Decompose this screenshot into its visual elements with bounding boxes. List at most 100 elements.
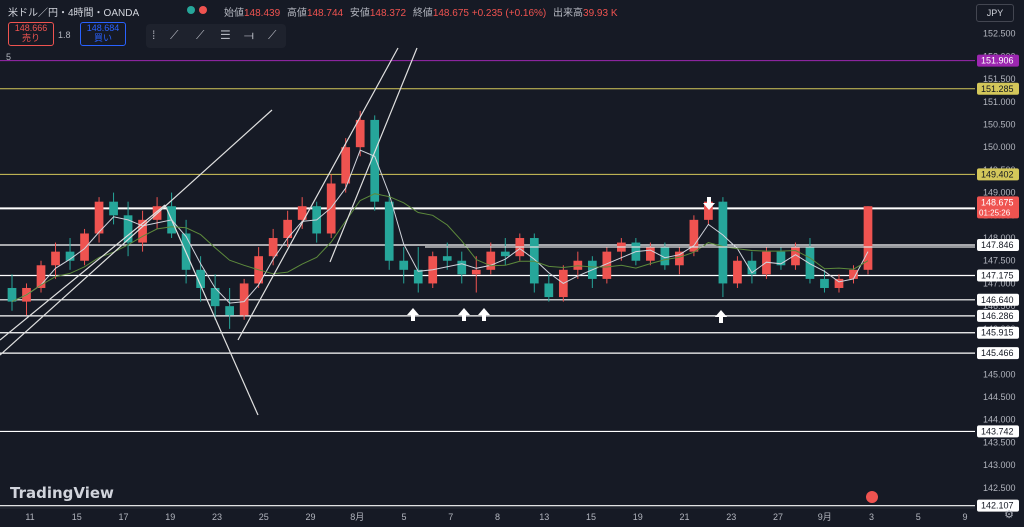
symbol-title[interactable]: 米ドル／円・4時間・OANDA [8, 8, 140, 19]
ray-icon[interactable]: ⟋ [196, 28, 205, 42]
trend-line [0, 109, 273, 356]
candle-body [486, 251, 496, 270]
ma-slow-line [11, 193, 869, 303]
x-tick-label: 8月 [350, 512, 364, 522]
currency-selector[interactable]: JPY [976, 4, 1014, 22]
x-tick-label: 19 [165, 512, 175, 522]
candle-body [123, 215, 133, 243]
open-value: 148.439 [244, 8, 281, 19]
ohlc-readout: 始値148.439 高値148.744 安値148.372 終値148.675 … [224, 8, 618, 19]
x-tick-label: 23 [212, 512, 222, 522]
x-tick-label: 13 [539, 512, 549, 522]
level-tag [977, 168, 1019, 181]
candle-body [689, 219, 699, 252]
candle-body [457, 260, 467, 275]
y-tick-label: 147.000 [983, 278, 1016, 288]
gear-icon[interactable]: ⚙ [1004, 509, 1014, 521]
level-label: 149.402 [981, 169, 1014, 179]
y-tick-label: 147.500 [983, 256, 1016, 266]
arrow-up-icon [458, 308, 470, 321]
candle-body [660, 247, 670, 266]
level-label: 146.286 [981, 311, 1014, 321]
trend-line-icon[interactable]: ⟋ [170, 28, 179, 42]
candle-body [718, 201, 728, 284]
pencil-icon[interactable]: ⟋ [268, 28, 277, 42]
candle-body [762, 251, 771, 275]
drawing-toolbar: ⁞ ⟋ ⟋ ☰ ⟞ ⟋ [146, 24, 286, 48]
y-tick-label: 151.500 [983, 74, 1016, 84]
tradingview-logo: TradingView [10, 484, 114, 502]
candle-body [370, 119, 380, 202]
trend-line [164, 204, 259, 416]
level-tag [977, 269, 1019, 282]
candle-body [776, 251, 786, 266]
x-tick-label: 15 [72, 512, 82, 522]
level-label: 147.846 [981, 240, 1014, 250]
arrow-down-icon [703, 197, 715, 210]
candle-body [442, 256, 452, 261]
candle-body [675, 251, 684, 266]
change-value: +0.235 (+0.16%) [471, 8, 547, 19]
buy-button[interactable]: 148.684 買い [80, 22, 126, 46]
candle-body [646, 247, 655, 261]
candle-body [326, 183, 336, 234]
level-label: 145.466 [981, 348, 1014, 358]
candle-body [399, 260, 409, 270]
x-tick-label: 8 [495, 512, 500, 522]
candle-body [297, 206, 307, 220]
volume-value: 39.93 K [583, 8, 618, 19]
spread-value: 1.8 [58, 30, 71, 40]
chart-header: 米ドル／円・4時間・OANDA 始値148.439 高値148.744 安値14… [0, 0, 1024, 20]
current-price-tag [977, 196, 1019, 219]
event-flag-icon [866, 491, 878, 503]
candle-body [7, 287, 17, 302]
x-tick-label: 17 [118, 512, 128, 522]
level-label: 151.906 [981, 56, 1014, 66]
candle-body [51, 251, 60, 266]
countdown-label: 01:25:26 [979, 208, 1011, 217]
candle-body [544, 283, 554, 298]
current-price-label: 148.675 [981, 197, 1014, 207]
x-tick-label: 21 [679, 512, 689, 522]
x-tick-label: 9 [962, 512, 967, 522]
candle-body [500, 251, 510, 257]
indicator-label[interactable]: 5 [6, 52, 12, 62]
trend-line [237, 47, 399, 341]
horizontal-line-icon[interactable]: ⟞ [244, 28, 254, 42]
x-tick-label: 7 [448, 512, 453, 522]
candle-body [210, 287, 220, 307]
y-tick-label: 146.500 [983, 301, 1016, 311]
level-tag [977, 293, 1019, 306]
x-tick-label: 9月 [818, 512, 832, 522]
y-tick-label: 151.000 [983, 97, 1016, 107]
close-value: 148.675 [432, 8, 469, 19]
sell-button[interactable]: 148.666 売り [8, 22, 54, 46]
trend-line [329, 47, 418, 263]
y-tick-label: 150.500 [983, 119, 1016, 129]
candle-body [602, 251, 612, 279]
lines-icon[interactable]: ☰ [220, 28, 231, 42]
x-tick-label: 3 [869, 512, 874, 522]
level-tag [977, 326, 1019, 339]
candle-body [820, 278, 829, 288]
y-tick-label: 148.000 [983, 233, 1016, 243]
candle-body [805, 247, 815, 279]
candle-body [384, 201, 394, 261]
candle-body [80, 233, 89, 261]
candle-body [791, 247, 800, 266]
arrow-up-icon [478, 308, 490, 321]
drag-handle-icon[interactable]: ⁞ [152, 28, 156, 42]
candle-body [471, 269, 481, 275]
high-value: 148.744 [306, 8, 344, 19]
candle-body [268, 238, 278, 257]
candle-body [573, 260, 583, 270]
candle-body [834, 278, 844, 288]
candle-body [65, 251, 75, 261]
status-dots-icon [187, 6, 207, 14]
candle-body [109, 201, 118, 216]
level-label: 147.175 [981, 270, 1014, 280]
level-label: 146.640 [981, 295, 1014, 305]
candle-body [36, 265, 46, 288]
candle-body [283, 219, 293, 239]
